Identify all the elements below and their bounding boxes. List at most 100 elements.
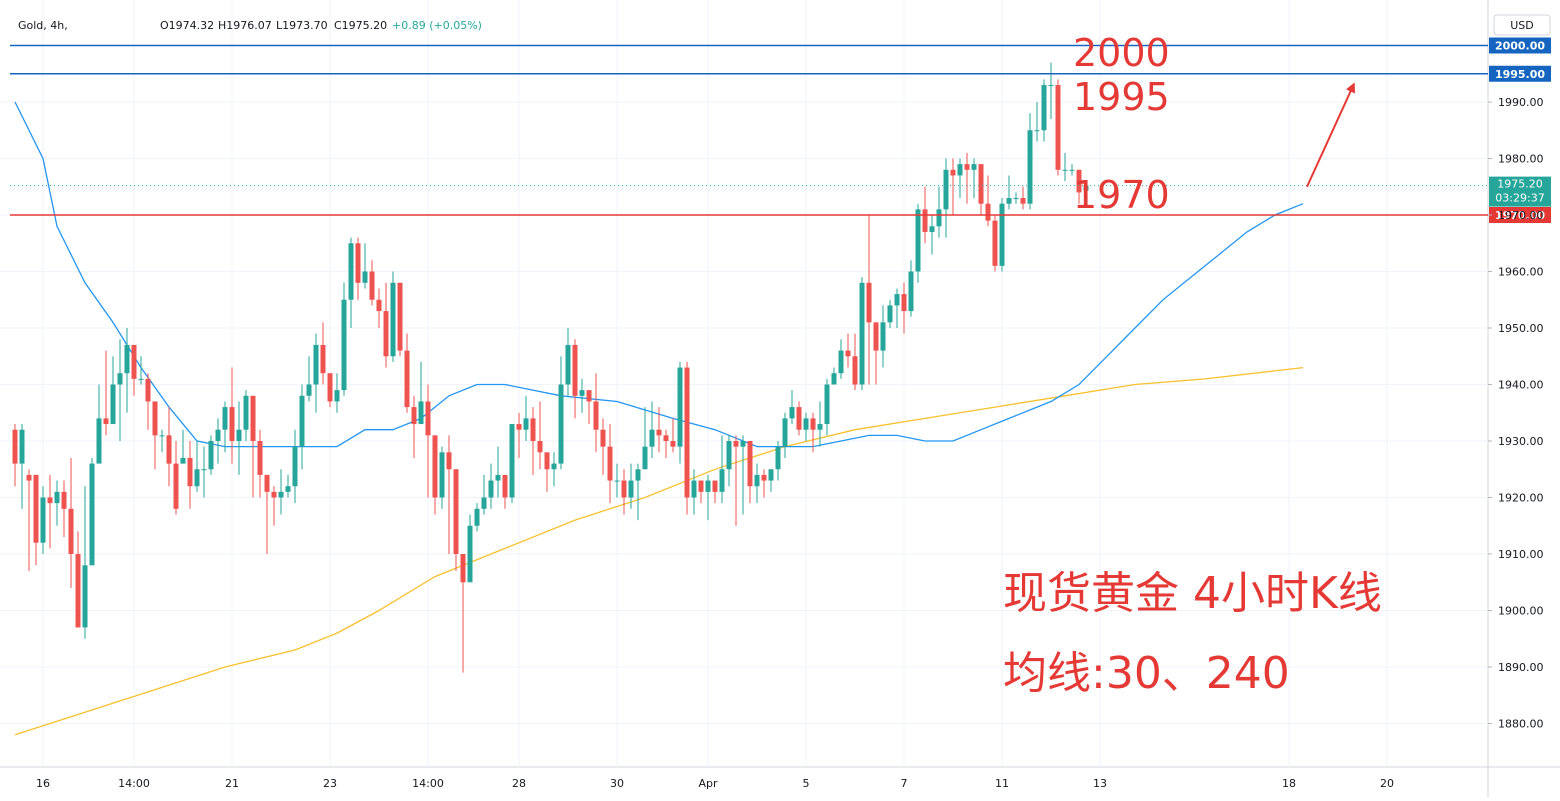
candle-body [138, 378, 144, 380]
candle-body [355, 243, 361, 283]
candle [306, 356, 312, 402]
price-axis[interactable]: 1880.00 1890.00 1900.00 1910.00 1920.00 1930.… [1488, 96, 1544, 731]
candle-body [698, 480, 704, 492]
candle [782, 412, 788, 458]
candle-body [306, 384, 312, 396]
candle-body [915, 209, 921, 272]
ma30-layer [14, 101, 1304, 448]
candle-body [999, 203, 1005, 266]
x-tick-label: 16 [36, 777, 50, 790]
candle [999, 198, 1005, 272]
candle-body [411, 407, 417, 425]
candle [873, 322, 879, 385]
candle-body [47, 497, 53, 504]
candle [901, 282, 907, 334]
candle-body [145, 378, 151, 402]
candle [362, 243, 368, 289]
close-value: C1975.20 [334, 19, 387, 32]
candle [908, 260, 914, 317]
candle-body [208, 441, 214, 470]
candle-body [362, 271, 368, 283]
candle [243, 390, 249, 441]
candle-body [1041, 85, 1047, 131]
candle-body [544, 452, 550, 470]
candle-body [733, 441, 739, 447]
x-tick-label: 21 [225, 777, 239, 790]
candle-body [614, 480, 620, 482]
candle [502, 474, 508, 509]
level-layer: 2000.00 1995.00 1970.00 [10, 37, 1551, 223]
candle [992, 215, 998, 272]
candle-body [747, 441, 753, 487]
candle [670, 418, 676, 453]
candle [103, 350, 109, 436]
annotation-1970: 1970 [1073, 173, 1170, 217]
candle-body [803, 418, 809, 430]
candle [929, 215, 935, 255]
candle-body [880, 322, 886, 351]
candle-body [257, 441, 263, 475]
candle-body [719, 469, 725, 492]
candle [26, 469, 32, 571]
x-tick-label: 14:00 [118, 777, 150, 790]
candle [614, 463, 620, 498]
candle [159, 429, 165, 453]
candle [124, 328, 130, 413]
candle-body [243, 395, 249, 430]
candle-body [922, 209, 928, 232]
candle-body [565, 344, 571, 385]
candle [404, 333, 410, 413]
time-axis[interactable]: 16 14:00 21 23 14:00 28 30 Apr 5 7 11 13 18 20 [36, 777, 1394, 790]
candle [523, 395, 529, 441]
candle [691, 469, 697, 515]
candle-body [159, 435, 165, 437]
candle-body [824, 384, 830, 425]
candle-body [502, 474, 508, 498]
candle-body [593, 401, 599, 430]
x-tick-label: 30 [610, 777, 624, 790]
currency-button[interactable] [1493, 14, 1551, 36]
candle-body [936, 209, 942, 227]
candle [131, 344, 137, 396]
candle [565, 328, 571, 396]
y-tick-label: 1900.00 [1498, 605, 1544, 618]
candle [1076, 169, 1082, 204]
candle [299, 384, 305, 470]
candle-body [859, 282, 865, 385]
candle [915, 203, 921, 283]
candle [229, 367, 235, 464]
candle-body [383, 311, 389, 357]
candle-body [390, 282, 396, 357]
candle-body [586, 390, 592, 402]
candle [572, 339, 578, 419]
candle [110, 356, 116, 425]
candle [663, 429, 669, 458]
candle [579, 378, 585, 413]
candle-body [96, 418, 102, 464]
candle-body [635, 469, 641, 481]
candle [887, 299, 893, 328]
y-tick-label: 1980.00 [1498, 153, 1544, 166]
candle [950, 158, 956, 215]
candle-body [712, 480, 718, 492]
candle [418, 361, 424, 425]
candle [117, 339, 123, 441]
x-tick-label: 28 [512, 777, 526, 790]
candle-body [425, 401, 431, 436]
candle-body [537, 441, 543, 453]
candle [852, 333, 858, 391]
candle [292, 429, 298, 504]
candle-body [474, 508, 480, 526]
candle-body [264, 474, 270, 492]
candle-body [1048, 85, 1054, 87]
candle-body [173, 463, 179, 509]
candle-body [873, 322, 879, 351]
candle-body [299, 395, 305, 447]
candle-body [320, 344, 326, 374]
candle [880, 305, 886, 368]
candle [656, 407, 662, 453]
candle-body [579, 390, 585, 396]
candle-body [446, 452, 452, 470]
candle [285, 474, 291, 498]
